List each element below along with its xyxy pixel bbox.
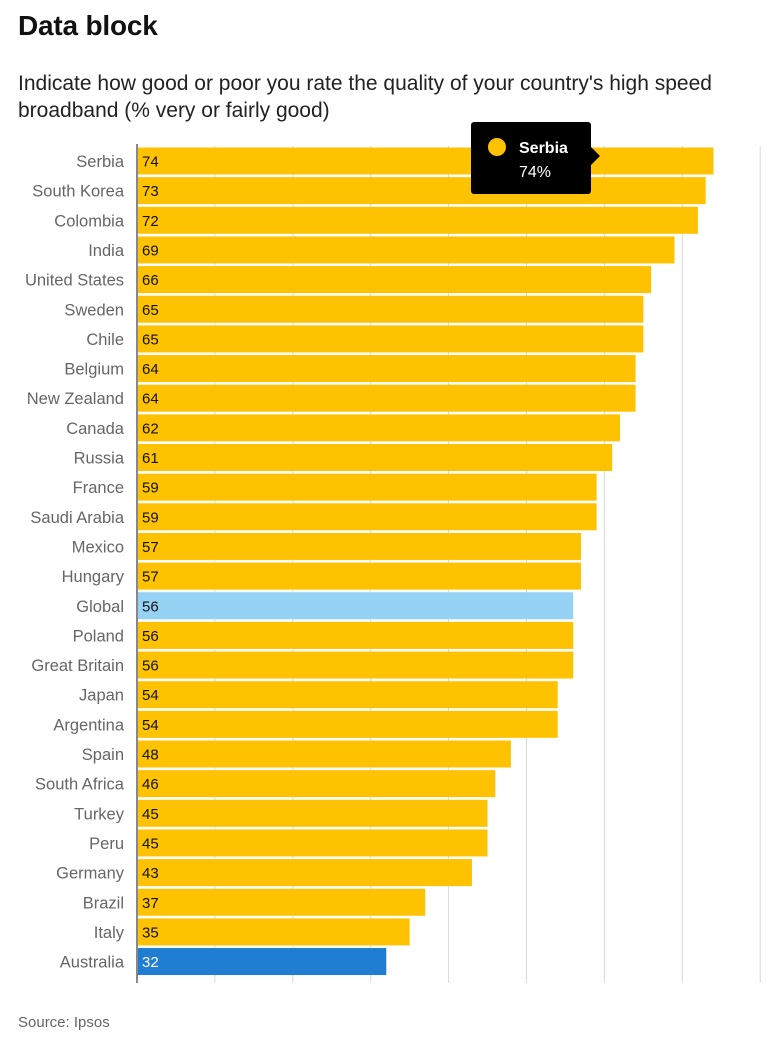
tooltip-value: 74% [519, 164, 551, 181]
category-label-great-britain: Great Britain [31, 657, 124, 675]
bar-south-africa[interactable] [137, 770, 496, 798]
bar-russia[interactable] [137, 444, 613, 471]
tooltip-arrow [591, 147, 600, 165]
bar-poland[interactable] [137, 621, 574, 649]
chart-subtitle: Indicate how good or poor you rate the q… [18, 72, 712, 122]
value-label-brazil: 37 [142, 895, 159, 912]
bar-south-korea[interactable] [137, 177, 706, 205]
category-labels: Serbia South Korea Colombia India United Sta… [25, 153, 125, 972]
value-label-belgium: 64 [142, 361, 159, 378]
category-label-colombia: Colombia [54, 212, 125, 230]
value-label-serbia: 74 [142, 154, 159, 171]
category-label-spain: Spain [82, 746, 124, 764]
value-label-germany: 43 [142, 865, 159, 882]
bar-chile[interactable] [137, 325, 644, 353]
category-label-sweden: Sweden [64, 301, 124, 319]
value-label-japan: 54 [142, 687, 159, 704]
category-label-poland: Poland [73, 627, 124, 645]
category-label-argentina: Argentina [53, 716, 124, 734]
category-label-serbia: Serbia [76, 153, 125, 171]
bar-hungary[interactable] [137, 562, 582, 590]
value-label-argentina: 54 [142, 717, 159, 734]
category-label-saudi-arabia: Saudi Arabia [30, 509, 124, 527]
bar-mexico[interactable] [137, 532, 582, 560]
value-label-new-zealand: 64 [142, 391, 159, 408]
bar-peru[interactable] [137, 829, 488, 857]
bar-india[interactable] [137, 236, 675, 264]
category-label-belgium: Belgium [64, 361, 124, 379]
bar-japan[interactable] [137, 681, 558, 709]
value-label-mexico: 57 [142, 539, 159, 556]
value-label-italy: 35 [142, 924, 159, 941]
value-label-russia: 61 [142, 450, 159, 467]
chart-title: Data block [18, 10, 158, 41]
tooltip-background [471, 122, 591, 194]
bar-brazil[interactable] [137, 888, 426, 916]
value-label-sweden: 65 [142, 302, 159, 319]
tooltip-color-dot [488, 138, 506, 156]
value-label-peru: 45 [142, 835, 159, 852]
bar-colombia[interactable] [137, 206, 698, 234]
category-label-france: France [73, 479, 124, 497]
category-label-italy: Italy [94, 924, 125, 942]
category-label-turkey: Turkey [74, 805, 125, 823]
category-label-united-states: United States [25, 272, 124, 290]
value-label-south-africa: 46 [142, 776, 159, 793]
bar-global[interactable] [137, 592, 574, 620]
category-label-south-korea: South Korea [32, 183, 125, 201]
bar-turkey[interactable] [137, 799, 488, 827]
value-label-hungary: 57 [142, 569, 159, 586]
value-label-turkey: 45 [142, 806, 159, 823]
bar-serbia[interactable] [137, 147, 714, 175]
bar-australia[interactable] [137, 948, 387, 976]
category-label-canada: Canada [66, 420, 125, 438]
category-label-brazil: Brazil [83, 894, 124, 912]
bars [137, 147, 714, 976]
category-label-new-zealand: New Zealand [27, 390, 124, 408]
category-label-global: Global [76, 598, 124, 616]
bar-great-britain[interactable] [137, 651, 574, 679]
category-label-india: India [88, 242, 125, 260]
value-labels: 74 73 72 69 66 65 65 64 64 62 61 59 59 57 57 56 56 56 54 54… [142, 154, 159, 972]
value-label-spain: 48 [142, 747, 159, 764]
bar-united-states[interactable] [137, 266, 652, 294]
category-label-south-africa: South Africa [35, 776, 125, 794]
category-label-japan: Japan [79, 687, 124, 705]
category-label-hungary: Hungary [62, 568, 125, 586]
bar-canada[interactable] [137, 414, 620, 442]
bar-saudi-arabia[interactable] [137, 503, 597, 531]
value-label-canada: 62 [142, 420, 159, 437]
source-note: Source: Ipsos [18, 1014, 110, 1031]
value-label-france: 59 [142, 480, 159, 497]
bar-germany[interactable] [137, 859, 472, 887]
value-label-south-korea: 73 [142, 183, 159, 200]
value-label-australia: 32 [142, 954, 159, 971]
value-label-india: 69 [142, 242, 159, 259]
value-label-global: 56 [142, 598, 159, 615]
category-label-peru: Peru [89, 835, 124, 853]
bar-argentina[interactable] [137, 710, 558, 738]
bar-belgium[interactable] [137, 355, 636, 383]
category-label-australia: Australia [60, 954, 125, 972]
bar-france[interactable] [137, 473, 597, 501]
bar-new-zealand[interactable] [137, 384, 636, 412]
bar-italy[interactable] [137, 918, 410, 946]
value-label-united-states: 66 [142, 272, 159, 289]
bar-chart: Serbia South Korea Colombia India United Sta… [25, 122, 761, 983]
value-label-colombia: 72 [142, 213, 159, 230]
value-label-chile: 65 [142, 331, 159, 348]
value-label-saudi-arabia: 59 [142, 509, 159, 526]
bar-spain[interactable] [137, 740, 511, 768]
category-label-russia: Russia [74, 450, 125, 468]
tooltip: Serbia 74% [471, 122, 600, 194]
category-label-germany: Germany [56, 865, 125, 883]
category-label-mexico: Mexico [72, 538, 124, 556]
category-label-chile: Chile [86, 331, 124, 349]
tooltip-category: Serbia [519, 140, 568, 157]
value-label-poland: 56 [142, 628, 159, 645]
bar-sweden[interactable] [137, 295, 644, 323]
value-label-great-britain: 56 [142, 658, 159, 675]
